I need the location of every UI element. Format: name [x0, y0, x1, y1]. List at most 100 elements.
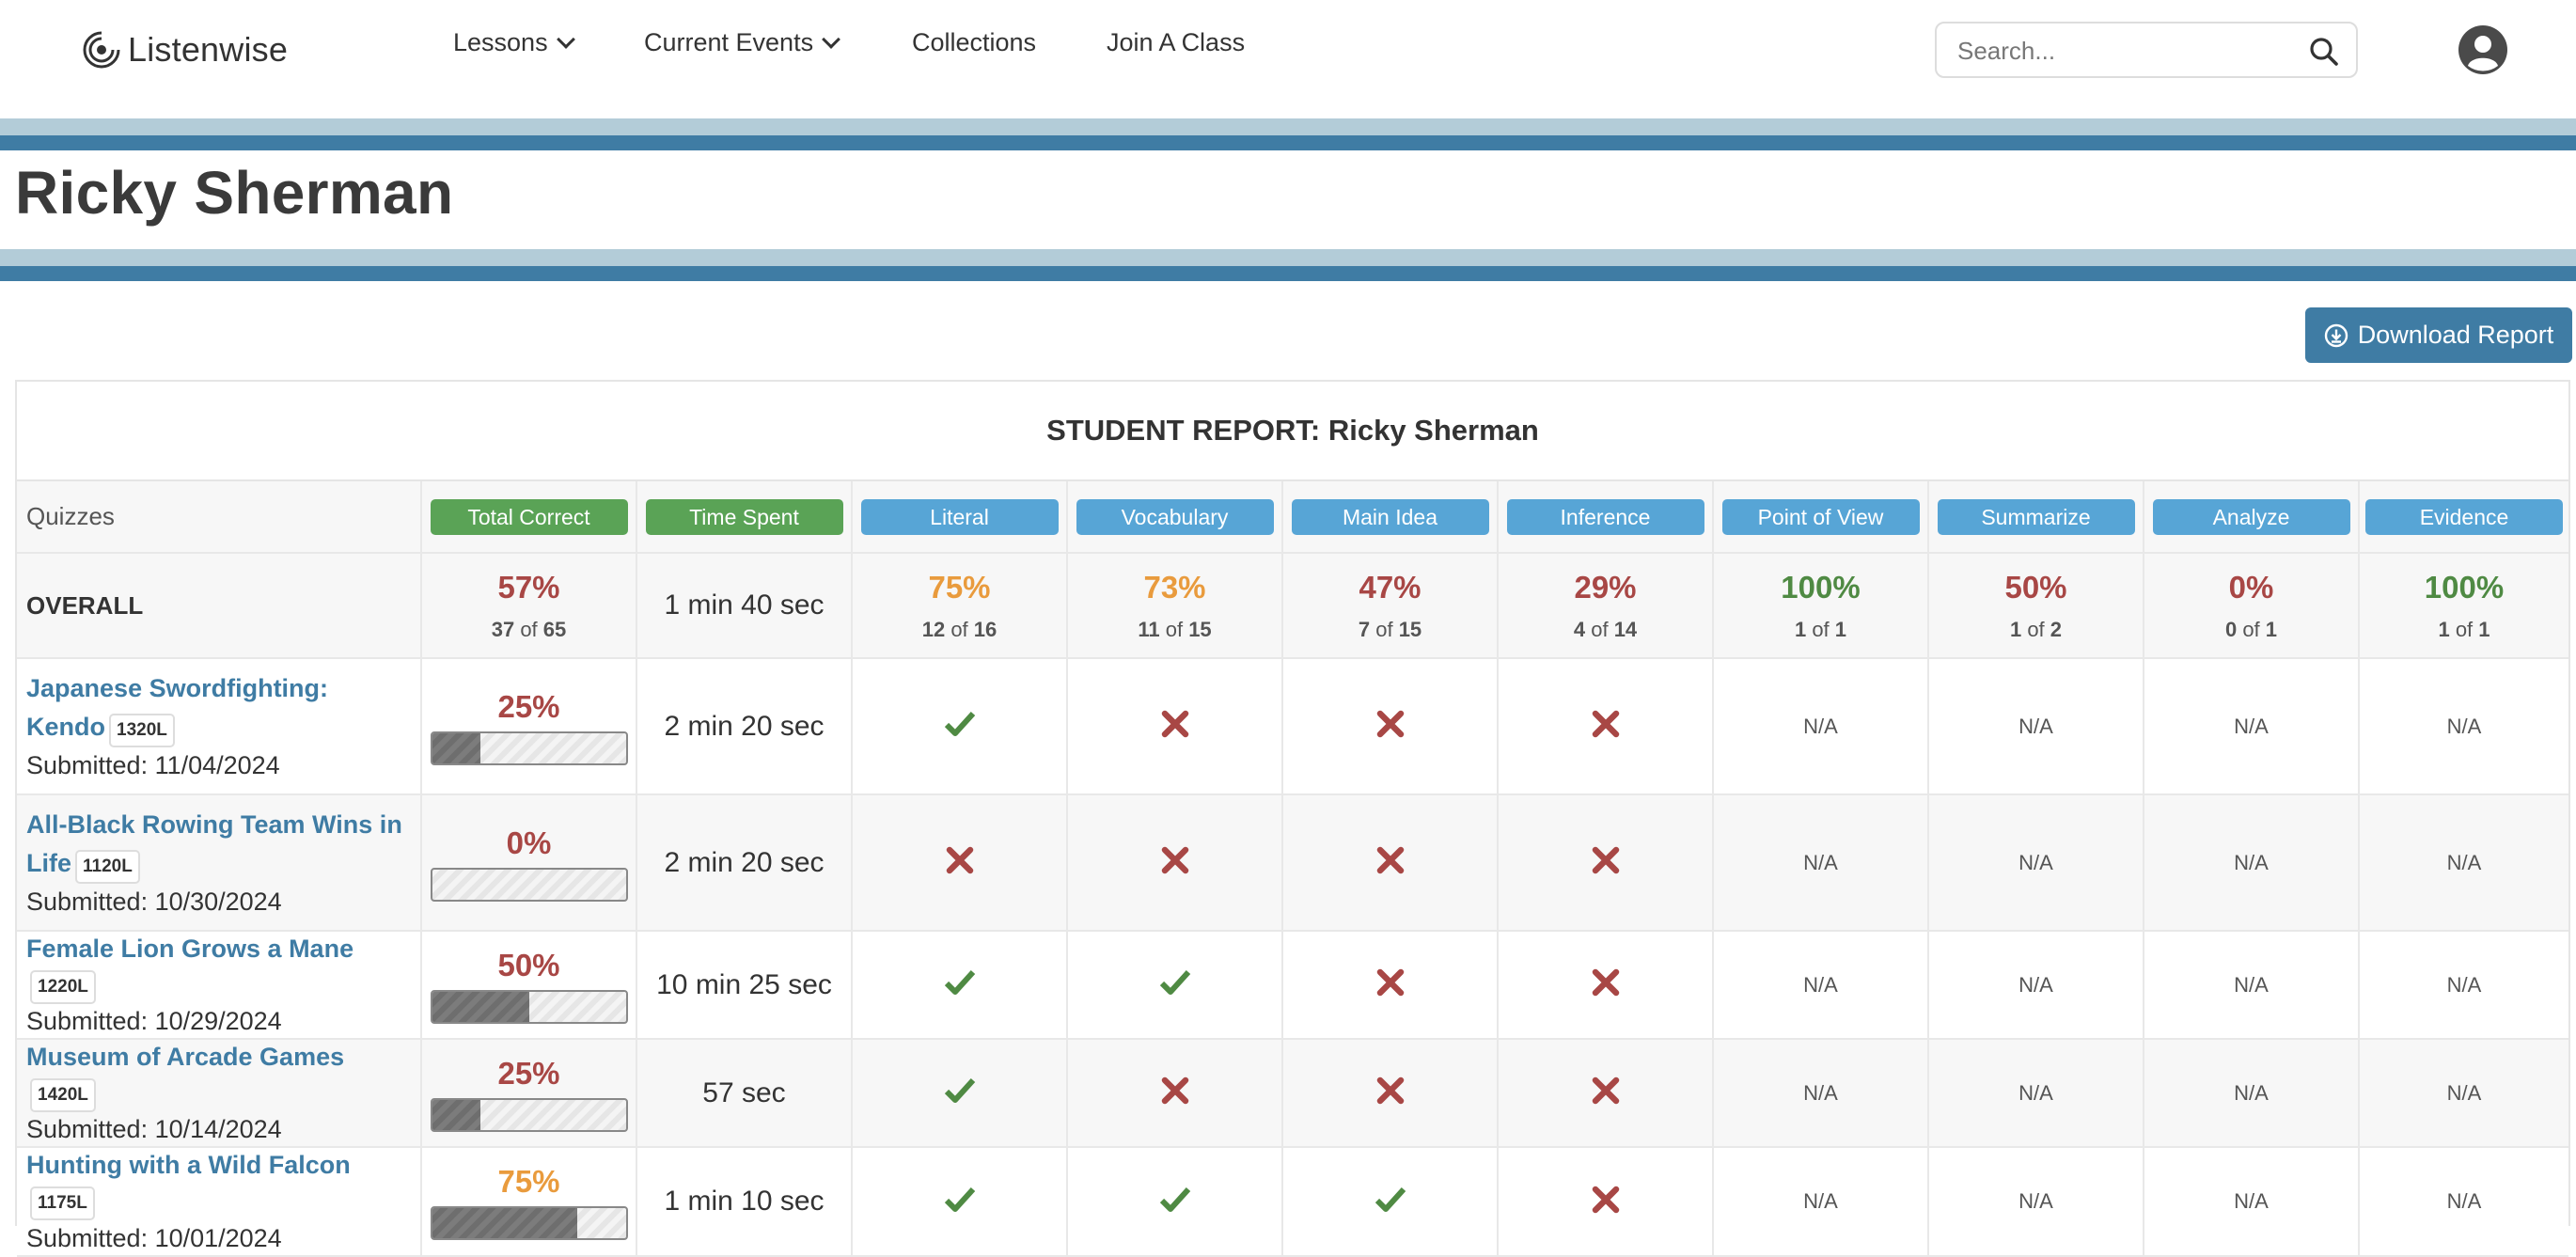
- na-label: N/A: [1803, 714, 1838, 738]
- quiz-analyze-result: N/A: [2144, 794, 2360, 932]
- quiz-evidence-result: N/A: [2359, 794, 2568, 932]
- user-avatar-icon[interactable]: [2458, 24, 2508, 75]
- quiz-title-link[interactable]: All-Black Rowing Team Wins in: [26, 809, 402, 839]
- quiz-evidence-result: N/A: [2359, 931, 2568, 1041]
- listenwise-logo[interactable]: Listenwise: [81, 24, 288, 75]
- quiz-inference-result: [1498, 1039, 1714, 1149]
- na-label: N/A: [2234, 1189, 2269, 1214]
- quiz-point-of-view-result: N/A: [1713, 1039, 1929, 1149]
- progress-bar: [430, 867, 628, 902]
- quiz-title-link[interactable]: Japanese Swordfighting:: [26, 673, 329, 702]
- time-value: 2 min 20 sec: [664, 846, 825, 878]
- banner-bottom-stripe: [0, 249, 2576, 266]
- column-pill-vocabulary[interactable]: Vocabulary: [1076, 498, 1274, 535]
- quiz-evidence-result: N/A: [2359, 1039, 2568, 1149]
- column-pill-total-correct[interactable]: Total Correct: [430, 498, 628, 535]
- banner-top-stripe: [0, 118, 2576, 135]
- total-count: 15: [1188, 618, 1212, 641]
- quiz-main-idea-result: [1282, 658, 1499, 795]
- column-pill-analyze[interactable]: Analyze: [2152, 498, 2350, 535]
- check-icon: [944, 711, 975, 736]
- quiz-summarize-result: N/A: [1928, 658, 2144, 795]
- chevron-down-icon: [822, 29, 840, 49]
- search-icon[interactable]: [2309, 37, 2339, 67]
- na-label: N/A: [1803, 1080, 1838, 1105]
- overall-literal: 75% 12 of 16: [852, 553, 1068, 659]
- total-count: 15: [1398, 618, 1422, 641]
- overall-evidence: 100% 1 of 1: [2359, 553, 2568, 659]
- percent-value: 73%: [1143, 570, 1206, 605]
- quiz-analyze-result: N/A: [2144, 658, 2360, 795]
- fraction-value: 4 of 14: [1499, 618, 1712, 642]
- progress-bar: [430, 1206, 628, 1241]
- quiz-point-of-view-result: N/A: [1713, 931, 1929, 1041]
- correct-count: 1: [2438, 618, 2450, 641]
- column-pill-inference[interactable]: Inference: [1506, 498, 1704, 535]
- search-input[interactable]: [1957, 31, 2286, 71]
- time-value: 1 min 10 sec: [664, 1186, 825, 1218]
- na-label: N/A: [2446, 972, 2482, 997]
- cross-icon: [1592, 968, 1619, 997]
- column-header-literal: Literal: [852, 481, 1068, 554]
- percent-value: 100%: [2424, 570, 2505, 605]
- download-report-button[interactable]: Download Report: [2305, 307, 2572, 363]
- quiz-summarize-result: N/A: [1928, 931, 2144, 1041]
- column-header-summarize: Summarize: [1928, 481, 2144, 554]
- cross-icon: [1592, 710, 1619, 738]
- nav-lessons[interactable]: Lessons: [453, 28, 575, 57]
- column-pill-point-of-view[interactable]: Point of View: [1721, 498, 1920, 535]
- cross-icon: [1376, 710, 1404, 738]
- chevron-down-icon: [556, 29, 575, 49]
- fraction-value: 11 of 15: [1068, 618, 1281, 642]
- quiz-point-of-view-result: N/A: [1713, 1147, 1929, 1257]
- quiz-cell: Female Lion Grows a Mane 1220L Submitted: …: [17, 931, 422, 1041]
- percent-value: 0%: [2228, 570, 2274, 605]
- submitted-date: Submitted: 10/29/2024: [26, 1007, 282, 1036]
- quiz-vocabulary-result: [1067, 931, 1283, 1041]
- column-pill-main-idea[interactable]: Main Idea: [1291, 498, 1489, 535]
- na-label: N/A: [2018, 1080, 2053, 1105]
- total-count: 1: [1834, 618, 1847, 641]
- overall-summarize: 50% 1 of 2: [1928, 553, 2144, 659]
- na-label: N/A: [2018, 1189, 2053, 1214]
- quiz-analyze-result: N/A: [2144, 931, 2360, 1041]
- nav-current-events[interactable]: Current Events: [644, 28, 840, 57]
- table-row: Hunting with a Wild Falcon 1175L Submitted…: [17, 1147, 2568, 1257]
- quiz-summarize-result: N/A: [1928, 1147, 2144, 1257]
- logo-text: Listenwise: [128, 30, 289, 69]
- nav-join-a-class-label: Join A Class: [1107, 28, 1246, 56]
- nav-join-a-class[interactable]: Join A Class: [1107, 28, 1245, 57]
- correct-count: 12: [921, 618, 946, 641]
- quiz-vocabulary-result: [1067, 658, 1283, 795]
- quiz-title-link[interactable]: Museum of Arcade Games: [26, 1043, 345, 1072]
- na-label: N/A: [2234, 850, 2269, 874]
- progress-bar: [430, 731, 628, 765]
- of-label: of: [950, 618, 968, 641]
- na-label: N/A: [2018, 714, 2053, 738]
- column-pill-literal[interactable]: Literal: [860, 498, 1059, 535]
- correct-count: 11: [1138, 618, 1160, 641]
- time-value: 57 sec: [702, 1076, 786, 1108]
- total-count: 1: [2265, 618, 2278, 641]
- quiz-title-link[interactable]: Life: [26, 848, 72, 877]
- header-row: Quizzes Total Correct Time Spent Literal Vo…: [17, 481, 2568, 554]
- progress-bar: [430, 1097, 628, 1132]
- na-label: N/A: [2018, 850, 2053, 874]
- nav-collections[interactable]: Collections: [912, 28, 1036, 57]
- of-label: of: [2455, 618, 2474, 641]
- progress-bar: [430, 989, 628, 1024]
- column-pill-summarize[interactable]: Summarize: [1937, 498, 2135, 535]
- quiz-total-correct: 25%: [421, 658, 637, 795]
- na-label: N/A: [2018, 972, 2053, 997]
- quiz-evidence-result: N/A: [2359, 658, 2568, 795]
- quiz-title-link[interactable]: Hunting with a Wild Falcon: [26, 1151, 351, 1180]
- na-label: N/A: [2446, 714, 2482, 738]
- quiz-title-link[interactable]: Female Lion Grows a Mane: [26, 935, 354, 963]
- quiz-cell: Japanese Swordfighting: Kendo 1320L Submitt…: [17, 658, 422, 795]
- quiz-title-link[interactable]: Kendo: [26, 712, 105, 741]
- column-pill-evidence[interactable]: Evidence: [2365, 498, 2563, 535]
- quiz-vocabulary-result: [1067, 794, 1283, 932]
- na-label: N/A: [1803, 972, 1838, 997]
- of-label: of: [1812, 618, 1830, 641]
- column-pill-time-spent[interactable]: Time Spent: [645, 498, 843, 535]
